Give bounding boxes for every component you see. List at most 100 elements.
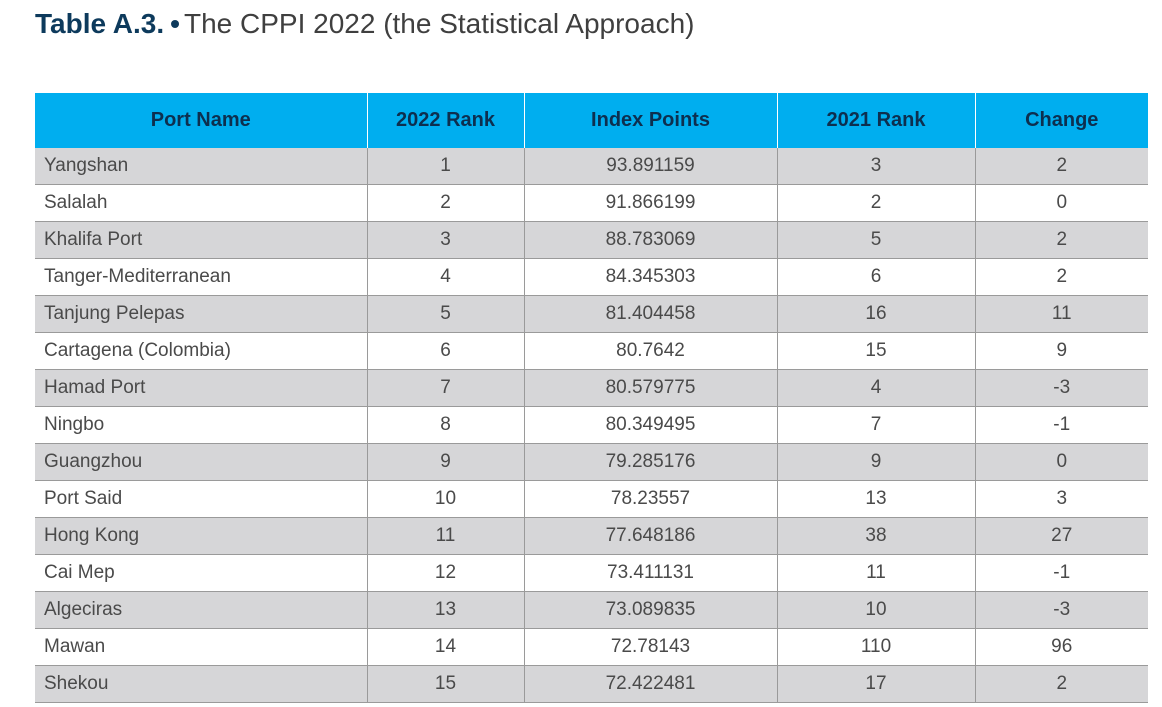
cell-2021-rank: 6 [776, 258, 975, 296]
cell-change: -1 [974, 406, 1148, 444]
cell-index-points: 77.648186 [523, 517, 777, 555]
title-bullet: • [170, 8, 180, 39]
cell-2022-rank: 6 [366, 332, 524, 370]
cell-2021-rank: 17 [776, 665, 975, 703]
cell-port-name: Port Said [35, 480, 367, 518]
cell-change: -3 [974, 369, 1148, 407]
header-2021-rank: 2021 Rank [776, 93, 975, 148]
cell-2022-rank: 10 [366, 480, 524, 518]
cell-2021-rank: 3 [776, 148, 975, 185]
cell-index-points: 79.285176 [523, 443, 777, 481]
cell-change: 9 [974, 332, 1148, 370]
table-caption: The CPPI 2022 (the Statistical Approach) [183, 8, 695, 39]
cell-2022-rank: 9 [366, 443, 524, 481]
cell-2022-rank: 8 [366, 406, 524, 444]
cell-port-name: Guangzhou [35, 443, 367, 481]
cell-2022-rank: 11 [366, 517, 524, 555]
table-row: Port Said 10 78.23557 13 3 [35, 480, 1148, 518]
cell-2021-rank: 9 [776, 443, 975, 481]
cell-change: 2 [974, 148, 1148, 185]
cell-2021-rank: 15 [776, 332, 975, 370]
cell-2022-rank: 13 [366, 591, 524, 629]
cell-index-points: 78.23557 [523, 480, 777, 518]
cell-change: 0 [974, 443, 1148, 481]
table-row: Guangzhou 9 79.285176 9 0 [35, 443, 1148, 481]
table-header-row: Port Name 2022 Rank Index Points 2021 Ra… [35, 93, 1148, 148]
cell-2021-rank: 38 [776, 517, 975, 555]
header-change: Change [974, 93, 1148, 148]
table-row: Salalah 2 91.866199 2 0 [35, 184, 1148, 222]
cell-2022-rank: 7 [366, 369, 524, 407]
cell-port-name: Cai Mep [35, 554, 367, 592]
cell-index-points: 73.411131 [523, 554, 777, 592]
cell-change: 3 [974, 480, 1148, 518]
cell-index-points: 93.891159 [523, 148, 777, 185]
cell-port-name: Mawan [35, 628, 367, 666]
table-row: Yangshan 1 93.891159 3 2 [35, 148, 1148, 185]
cell-2022-rank: 3 [366, 221, 524, 259]
cell-index-points: 80.349495 [523, 406, 777, 444]
cell-change: 2 [974, 221, 1148, 259]
cell-port-name: Algeciras [35, 591, 367, 629]
cell-index-points: 80.579775 [523, 369, 777, 407]
cell-2021-rank: 5 [776, 221, 975, 259]
cell-port-name: Cartagena (Colombia) [35, 332, 367, 370]
cell-2022-rank: 2 [366, 184, 524, 222]
table-row: Ningbo 8 80.349495 7 -1 [35, 406, 1148, 444]
table-row: Tanjung Pelepas 5 81.404458 16 11 [35, 295, 1148, 333]
table-number-label: Table A.3. [35, 8, 165, 39]
header-2022-rank: 2022 Rank [366, 93, 524, 148]
cell-index-points: 80.7642 [523, 332, 777, 370]
cell-2021-rank: 11 [776, 554, 975, 592]
table-row: Hamad Port 7 80.579775 4 -3 [35, 369, 1148, 407]
cell-index-points: 72.78143 [523, 628, 777, 666]
table-row: Shekou 15 72.422481 17 2 [35, 665, 1148, 703]
table-row: Tanger-Mediterranean 4 84.345303 6 2 [35, 258, 1148, 296]
table-title: Table A.3. • The CPPI 2022 (the Statistica… [35, 4, 694, 44]
cppi-ranking-table: Port Name 2022 Rank Index Points 2021 Ra… [35, 93, 1148, 703]
table-row: Hong Kong 11 77.648186 38 27 [35, 517, 1148, 555]
cell-2021-rank: 10 [776, 591, 975, 629]
cell-change: 96 [974, 628, 1148, 666]
cell-index-points: 88.783069 [523, 221, 777, 259]
table-row: Algeciras 13 73.089835 10 -3 [35, 591, 1148, 629]
cell-2022-rank: 1 [366, 148, 524, 185]
cell-port-name: Ningbo [35, 406, 367, 444]
table-row: Cai Mep 12 73.411131 11 -1 [35, 554, 1148, 592]
cell-2021-rank: 16 [776, 295, 975, 333]
table-row: Khalifa Port 3 88.783069 5 2 [35, 221, 1148, 259]
cell-2021-rank: 110 [776, 628, 975, 666]
cell-2022-rank: 15 [366, 665, 524, 703]
header-index-points: Index Points [523, 93, 777, 148]
cell-port-name: Tanjung Pelepas [35, 295, 367, 333]
cell-index-points: 81.404458 [523, 295, 777, 333]
cell-2022-rank: 12 [366, 554, 524, 592]
cell-port-name: Hamad Port [35, 369, 367, 407]
table-row: Mawan 14 72.78143 110 96 [35, 628, 1148, 666]
cell-change: 2 [974, 258, 1148, 296]
cell-port-name: Shekou [35, 665, 367, 703]
cell-2022-rank: 4 [366, 258, 524, 296]
cell-index-points: 73.089835 [523, 591, 777, 629]
cell-2021-rank: 4 [776, 369, 975, 407]
cell-port-name: Khalifa Port [35, 221, 367, 259]
cell-port-name: Hong Kong [35, 517, 367, 555]
cell-index-points: 72.422481 [523, 665, 777, 703]
header-port-name: Port Name [35, 93, 367, 148]
cell-2021-rank: 13 [776, 480, 975, 518]
cell-change: -1 [974, 554, 1148, 592]
cell-2022-rank: 14 [366, 628, 524, 666]
table-row: Cartagena (Colombia) 6 80.7642 15 9 [35, 332, 1148, 370]
cell-2021-rank: 2 [776, 184, 975, 222]
cell-change: 0 [974, 184, 1148, 222]
cell-change: -3 [974, 591, 1148, 629]
cell-2021-rank: 7 [776, 406, 975, 444]
cell-port-name: Yangshan [35, 148, 367, 185]
cell-index-points: 84.345303 [523, 258, 777, 296]
cell-2022-rank: 5 [366, 295, 524, 333]
cell-change: 2 [974, 665, 1148, 703]
cell-change: 27 [974, 517, 1148, 555]
cell-port-name: Tanger-Mediterranean [35, 258, 367, 296]
cell-change: 11 [974, 295, 1148, 333]
cell-index-points: 91.866199 [523, 184, 777, 222]
